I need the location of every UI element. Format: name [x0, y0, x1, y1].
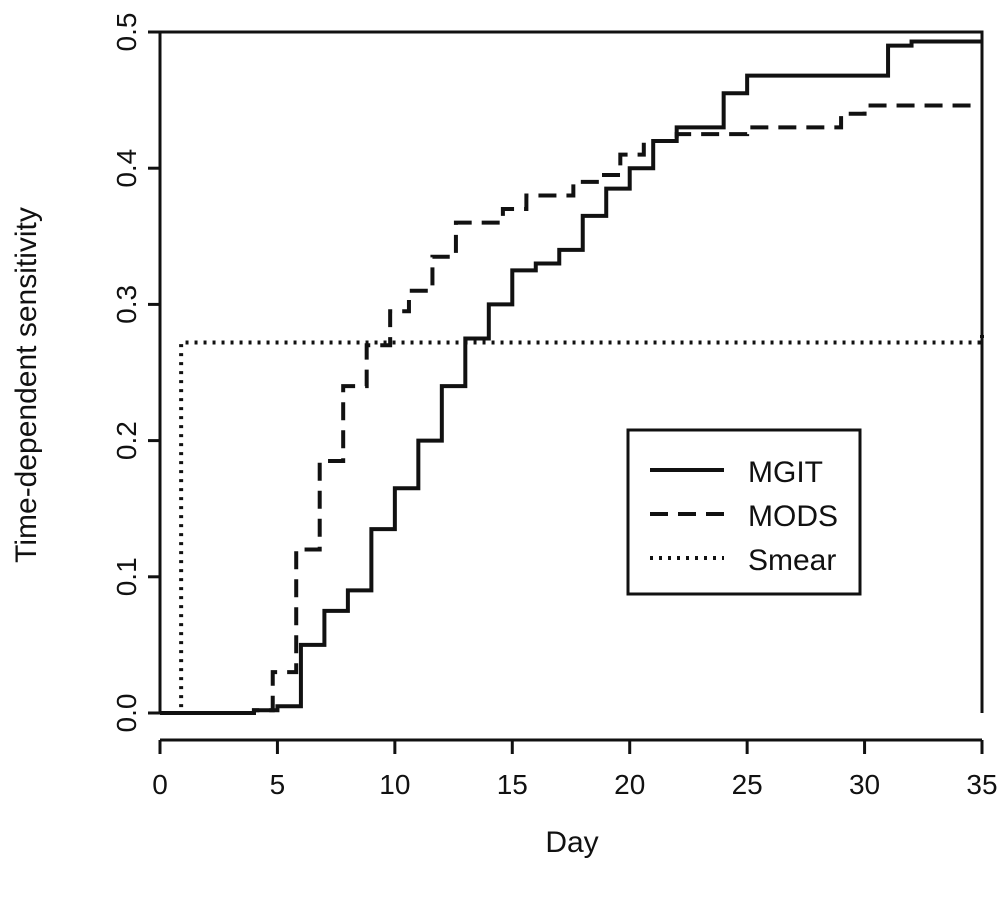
x-tick-label: 0	[152, 769, 168, 800]
x-axis-title: Day	[545, 826, 598, 859]
y-tick-label: 0.5	[111, 13, 142, 52]
x-tick-label: 10	[379, 769, 410, 800]
x-tick-label: 25	[732, 769, 763, 800]
legend: MGIT MODS Smear	[626, 428, 862, 596]
series-mods	[160, 103, 982, 715]
x-tick-label: 5	[270, 769, 286, 800]
y-tick-label: 0.3	[111, 285, 142, 324]
legend-label-mods: MODS	[748, 500, 838, 533]
y-axis-title: Time-dependent sensitivity	[10, 207, 43, 563]
y-tick-label: 0.4	[111, 149, 142, 188]
axes-layer: 0.0 0.1 0.2 0.3 0.4 0.5 0 5 10 15 20 25 30 35	[111, 13, 998, 800]
y-tick-label: 0.1	[111, 557, 142, 596]
x-tick-label: 20	[614, 769, 645, 800]
y-tick-label: 0.0	[111, 694, 142, 733]
x-tick-label: 35	[966, 769, 997, 800]
x-tick-label: 15	[497, 769, 528, 800]
y-tick-label: 0.2	[111, 421, 142, 460]
plot-box	[158, 30, 984, 713]
series-mgit	[160, 39, 982, 715]
x-tick-label: 30	[849, 769, 880, 800]
legend-label-mgit: MGIT	[748, 456, 823, 489]
plot-frame	[158, 30, 984, 713]
legend-label-smear: Smear	[748, 544, 836, 577]
series-layer	[160, 39, 984, 715]
